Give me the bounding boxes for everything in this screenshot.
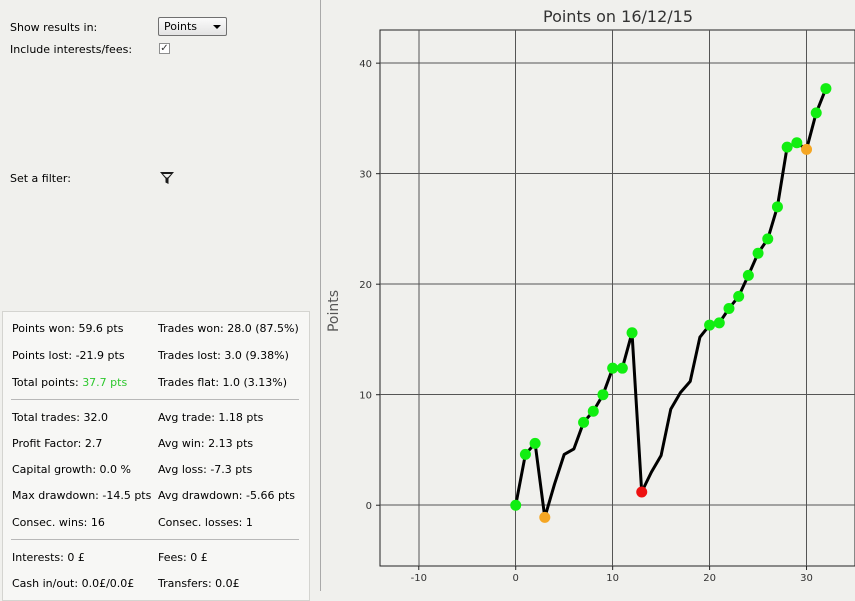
include-fees-checkbox[interactable]: ✓: [159, 43, 170, 54]
cash-in-out: Cash in/out: 0.0£/0.0£: [12, 577, 135, 590]
trades-flat: Trades flat: 1.0 (3.13%): [158, 376, 288, 389]
grid: [376, 30, 855, 570]
plot-area: [379, 29, 855, 567]
win-marker: [781, 141, 793, 153]
tick-labels: -10 0 10 20 30 0 10 20 30 40: [359, 59, 813, 584]
y-tick-label: 30: [359, 170, 372, 181]
total-points-label: Total points:: [12, 376, 79, 389]
x-tick-label: 0: [513, 573, 519, 584]
points-chart: Points on 16/12/15 Points -10 0 10 20 30 0 10 2…: [326, 7, 855, 584]
series-line: [514, 88, 828, 519]
win-marker: [752, 247, 764, 259]
win-marker: [771, 201, 783, 213]
chevron-down-icon: [213, 25, 221, 29]
win-marker: [704, 319, 716, 331]
transfers: Transfers: 0.0£: [158, 577, 240, 590]
y-axis-label: Points: [326, 290, 342, 332]
win-marker: [820, 83, 832, 95]
win-marker: [762, 233, 774, 245]
win-marker: [713, 317, 725, 329]
win-marker: [597, 389, 609, 401]
show-results-label: Show results in:: [10, 21, 98, 34]
points-won: Points won: 59.6 pts: [12, 322, 124, 335]
win-marker: [587, 405, 599, 417]
flat-marker: [539, 511, 551, 523]
win-marker: [791, 137, 803, 149]
stats-divider: [11, 539, 299, 540]
settings-panel: Show results in: Points Include interest…: [0, 0, 320, 601]
show-results-select[interactable]: Points: [158, 17, 227, 36]
filter-icon[interactable]: [159, 170, 175, 186]
max-drawdown: Max drawdown: -14.5 pts: [12, 489, 152, 502]
y-tick-label: 20: [359, 280, 372, 291]
total-points: Total points: 37.7 pts: [12, 376, 127, 389]
win-marker: [626, 327, 638, 339]
trades-lost: Trades lost: 3.0 (9.38%): [158, 349, 289, 362]
profit-factor: Profit Factor: 2.7: [12, 437, 103, 450]
avg-trade: Avg trade: 1.18 pts: [158, 411, 264, 424]
stats-divider: [11, 399, 299, 400]
series: [514, 88, 828, 519]
flat-marker: [801, 143, 813, 155]
panel-divider: [320, 0, 321, 591]
win-marker: [733, 290, 745, 302]
show-results-value: Points: [164, 20, 198, 33]
consec-losses: Consec. losses: 1: [158, 516, 253, 529]
total-points-value: 37.7 pts: [82, 376, 128, 389]
win-marker: [607, 362, 619, 374]
interests: Interests: 0 £: [12, 551, 85, 564]
win-marker: [510, 499, 522, 511]
filter-label: Set a filter:: [10, 172, 71, 185]
x-tick-label: 30: [800, 573, 813, 584]
capital-growth: Capital growth: 0.0 %: [12, 463, 131, 476]
x-tick-label: -10: [411, 573, 427, 584]
statistics-panel: Points won: 59.6 pts Trades won: 28.0 (8…: [2, 311, 310, 601]
avg-loss: Avg loss: -7.3 pts: [158, 463, 253, 476]
loss-marker: [636, 486, 648, 498]
y-tick-label: 10: [359, 391, 372, 402]
x-tick-label: 10: [606, 573, 619, 584]
total-trades: Total trades: 32.0: [12, 411, 108, 424]
include-fees-label: Include interests/fees:: [10, 43, 133, 56]
x-tick-label: 20: [703, 573, 716, 584]
win-marker: [810, 107, 822, 119]
chart-title: Points on 16/12/15: [543, 7, 693, 26]
y-tick-label: 40: [359, 59, 372, 70]
fees: Fees: 0 £: [158, 551, 208, 564]
win-marker: [519, 448, 531, 460]
y-tick-label: 0: [366, 501, 372, 512]
points-lost: Points lost: -21.9 pts: [12, 349, 125, 362]
consec-wins: Consec. wins: 16: [12, 516, 105, 529]
win-marker: [578, 416, 590, 428]
markers: [510, 83, 832, 523]
avg-drawdown: Avg drawdown: -5.66 pts: [158, 489, 295, 502]
avg-win: Avg win: 2.13 pts: [158, 437, 254, 450]
win-marker: [723, 302, 735, 314]
win-marker: [529, 437, 541, 449]
trades-won: Trades won: 28.0 (87.5%): [158, 322, 299, 335]
win-marker: [616, 362, 628, 374]
win-marker: [742, 269, 754, 281]
